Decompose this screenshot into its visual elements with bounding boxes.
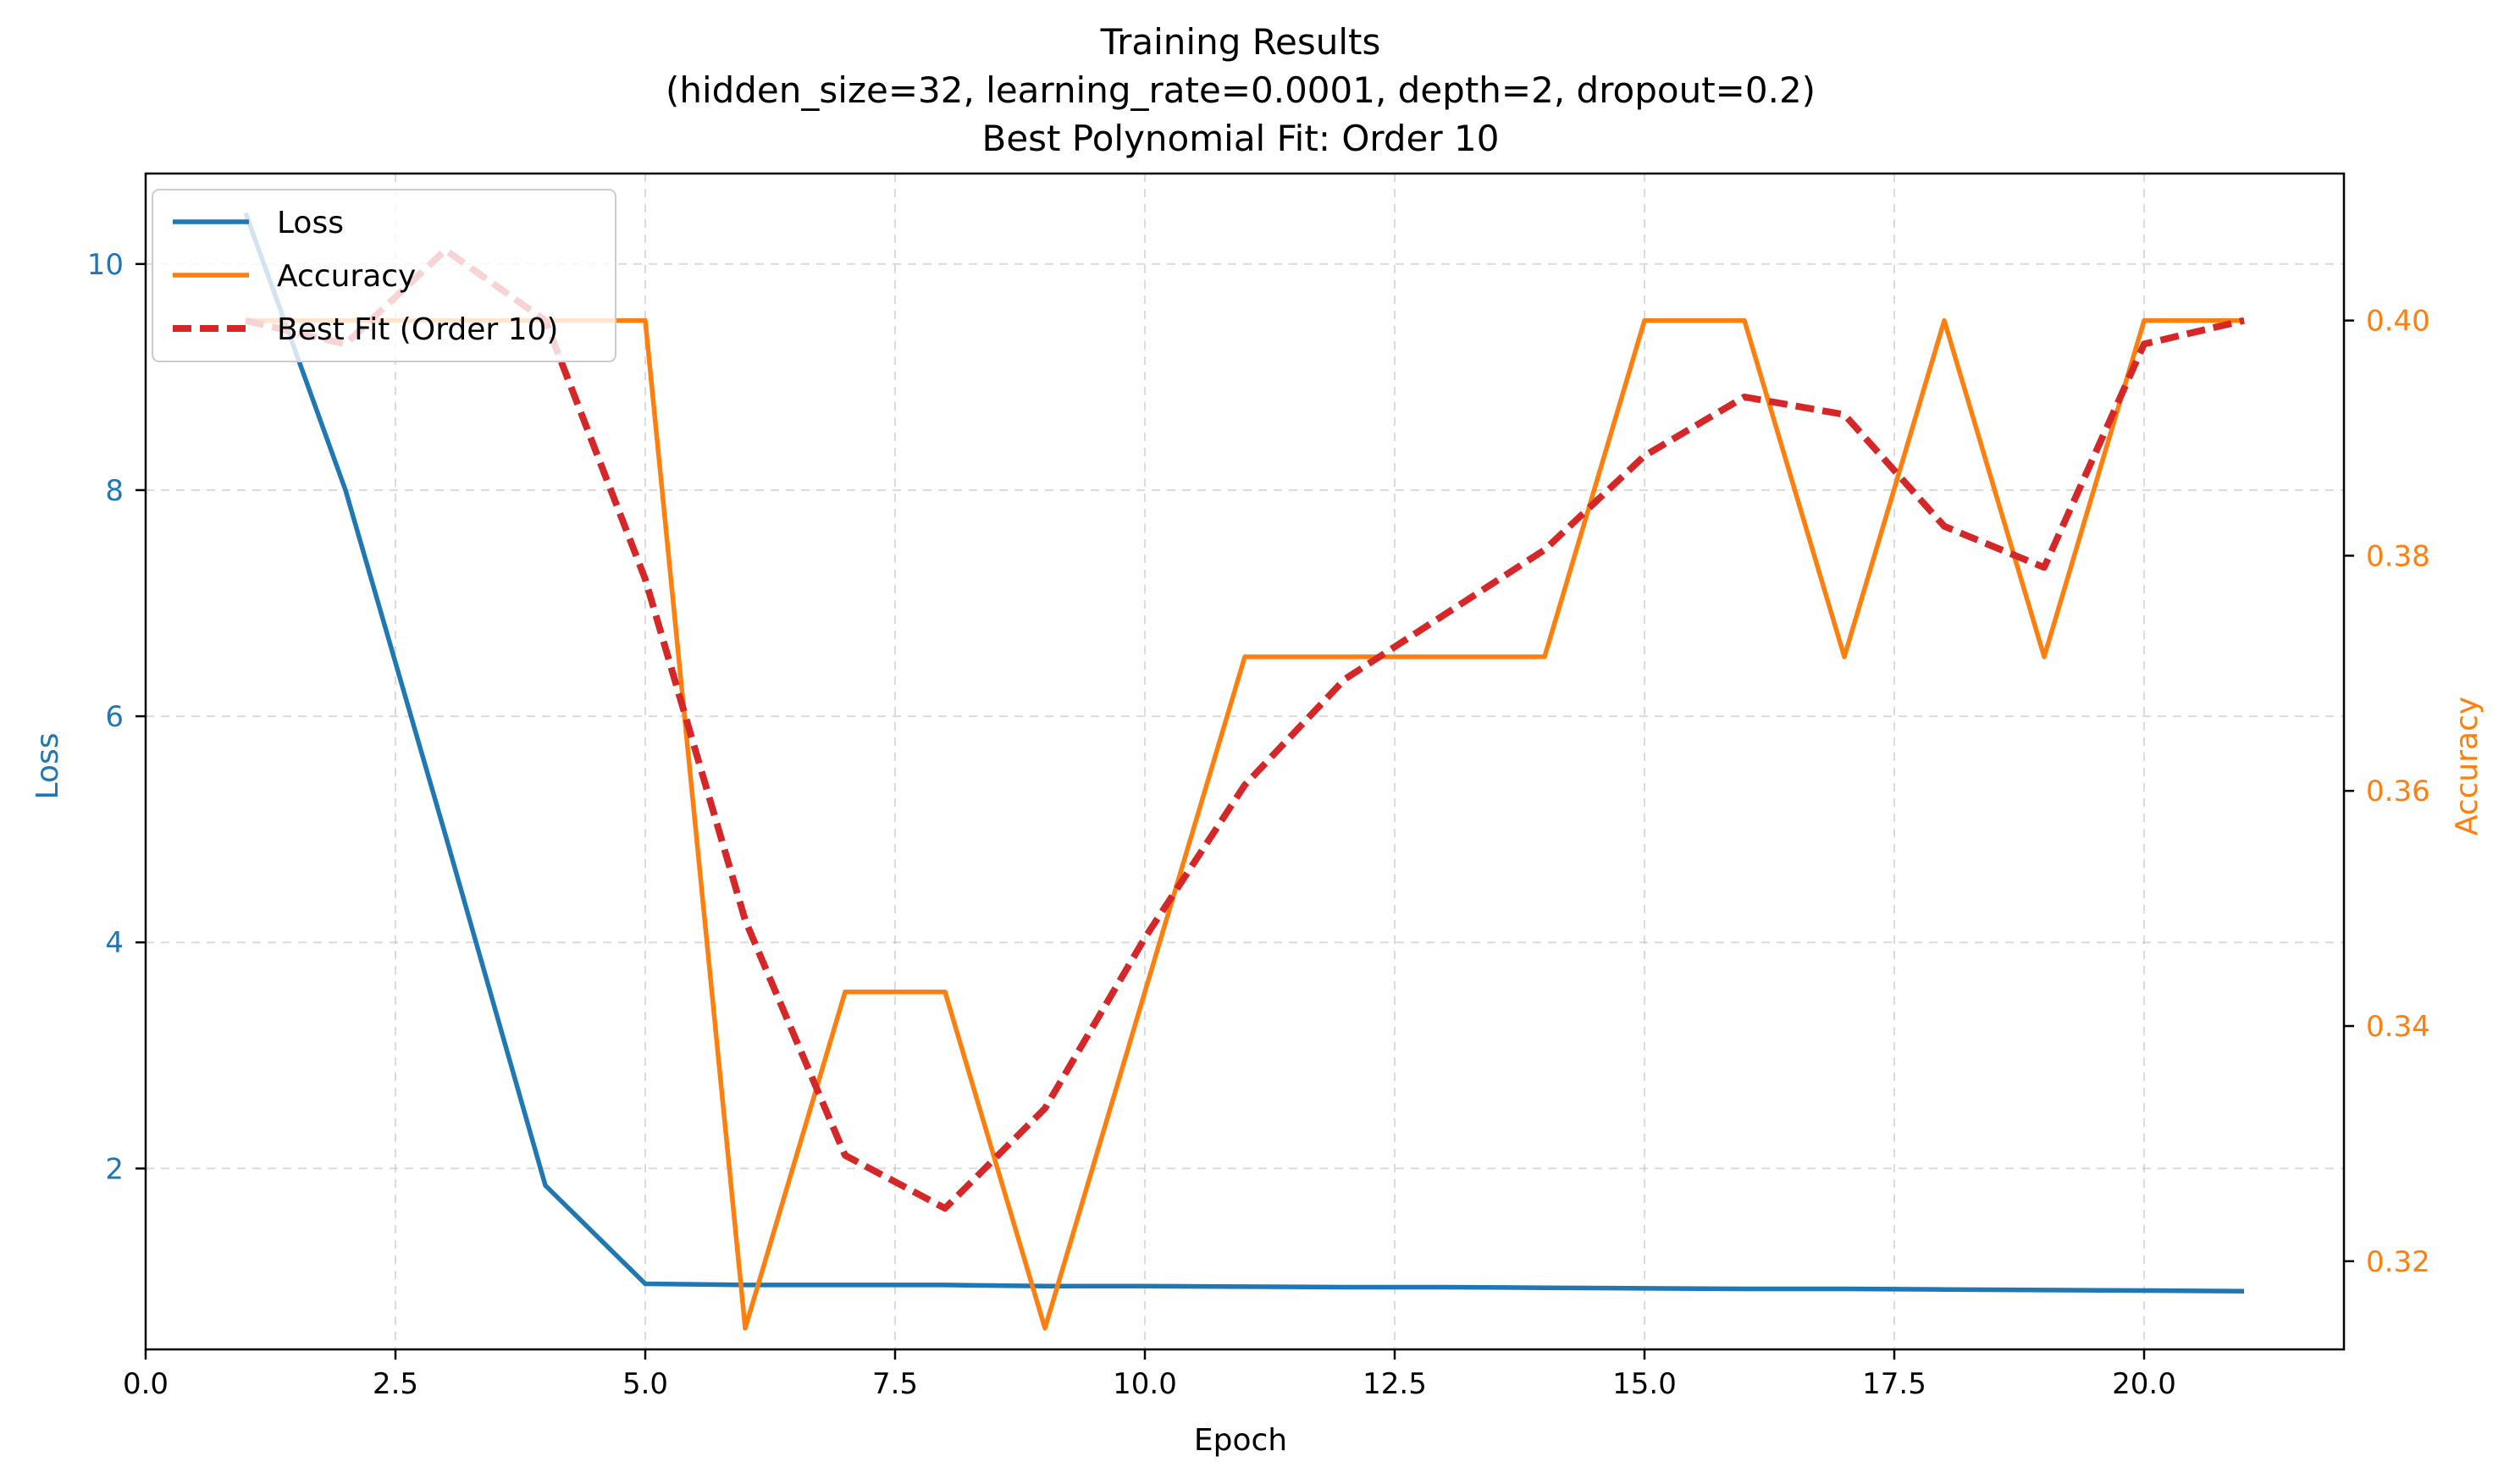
left-y-tick-label-1: 4 <box>105 926 124 960</box>
x-tick-label-5: 12.5 <box>1363 1367 1427 1401</box>
chart-title: Training Results (hidden_size=32, learni… <box>666 21 1816 159</box>
left-y-tick-label-4: 10 <box>87 248 124 282</box>
x-tick-label-0: 0.0 <box>123 1367 169 1401</box>
left-y-axis-label: Loss <box>30 733 65 800</box>
chart-title-line-3: Best Polynomial Fit: Order 10 <box>982 118 1500 159</box>
legend: Loss Accuracy Best Fit (Order 10) <box>152 189 616 362</box>
grid-lines <box>145 174 2344 1349</box>
x-axis-ticks: 0.0 2.5 5.0 7.5 10.0 12.5 15.0 17.5 20.0 <box>123 1349 2176 1401</box>
right-y-axis-ticks: 0.32 0.34 0.36 0.38 0.40 <box>2344 305 2430 1279</box>
x-tick-label-6: 15.0 <box>1612 1367 1677 1401</box>
left-y-tick-label-3: 8 <box>105 474 124 508</box>
chart-title-line-1: Training Results <box>1100 21 1381 63</box>
x-tick-label-4: 10.0 <box>1113 1367 1177 1401</box>
left-y-axis-ticks: 2 4 6 8 10 <box>87 248 146 1186</box>
x-tick-label-3: 7.5 <box>872 1367 918 1401</box>
chart-title-line-2: (hidden_size=32, learning_rate=0.0001, d… <box>666 69 1816 111</box>
legend-label-accuracy: Accuracy <box>277 259 416 294</box>
x-axis-label: Epoch <box>1194 1423 1287 1458</box>
left-y-tick-label-0: 2 <box>105 1152 124 1186</box>
legend-box <box>152 189 616 362</box>
right-y-tick-label-2: 0.36 <box>2366 775 2430 808</box>
right-y-tick-label-1: 0.34 <box>2366 1010 2430 1044</box>
x-tick-label-2: 5.0 <box>622 1367 668 1401</box>
series-line-best-fit-order-10 <box>245 246 2245 1212</box>
right-y-tick-label-3: 0.38 <box>2366 539 2430 573</box>
right-y-tick-label-4: 0.40 <box>2366 305 2430 339</box>
plot-frame <box>144 172 2346 1351</box>
legend-label-best-fit: Best Fit (Order 10) <box>277 312 558 347</box>
series-line-loss <box>243 212 2245 1294</box>
x-tick-label-1: 2.5 <box>373 1367 418 1401</box>
x-tick-label-7: 17.5 <box>1862 1367 1926 1401</box>
right-y-axis-label: Accuracy <box>2450 697 2485 836</box>
x-tick-label-8: 20.0 <box>2112 1367 2176 1401</box>
left-y-tick-label-2: 6 <box>105 700 124 734</box>
right-y-tick-label-0: 0.32 <box>2366 1245 2430 1279</box>
legend-label-loss: Loss <box>277 206 344 240</box>
